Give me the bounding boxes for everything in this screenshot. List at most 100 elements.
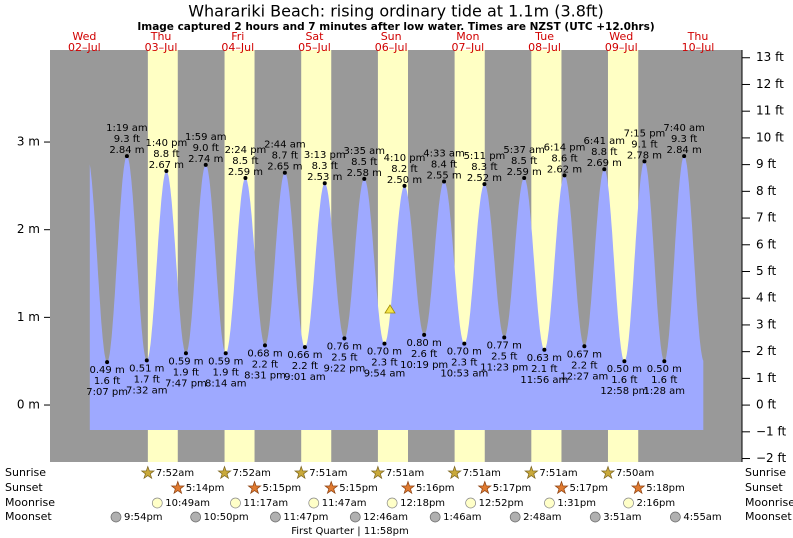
sunrise-time: 7:52am xyxy=(233,468,271,479)
tide-m: 0.70 m xyxy=(367,347,402,358)
tide-point xyxy=(442,179,447,184)
tide-time: 3:13 pm xyxy=(304,150,346,161)
moonset-time: 12:46am xyxy=(363,512,408,523)
tide-point xyxy=(203,162,208,167)
tide-ft: 9.1 ft xyxy=(631,139,657,150)
moonset-icon xyxy=(110,511,122,523)
tide-ft: 1.6 ft xyxy=(94,376,120,387)
y-tick-label: 2 m xyxy=(17,222,40,236)
row-label: Moonset xyxy=(5,510,52,523)
moonrise-icon xyxy=(230,497,241,509)
moonset-icon xyxy=(589,511,601,523)
y-tick-label: 3 m xyxy=(17,135,40,149)
chart-subtitle: Image captured 2 hours and 7 minutes aft… xyxy=(137,21,654,33)
moonrise-time: 11:47am xyxy=(322,498,367,509)
tide-ft: 1.6 ft xyxy=(651,375,677,386)
tide-time: 9:22 pm xyxy=(324,363,366,374)
moonset-icon xyxy=(270,511,281,523)
sunset-time: 5:14pm xyxy=(186,483,225,494)
y2-tick-label: 12 ft xyxy=(756,77,784,91)
day-name: Sun xyxy=(381,30,402,43)
tide-m: 0.68 m xyxy=(247,348,282,359)
tide-point xyxy=(382,341,387,346)
tide-m: 2.69 m xyxy=(587,158,622,169)
tide-m: 2.55 m xyxy=(426,170,461,181)
moonrise-time: 12:52pm xyxy=(479,498,524,509)
tide-ft: 9.0 ft xyxy=(193,143,219,154)
sunset-time: 5:15pm xyxy=(263,483,302,494)
sunrise-time: 7:52am xyxy=(156,468,194,479)
moonset-time: 11:47pm xyxy=(283,512,328,523)
tide-ft: 1.7 ft xyxy=(134,374,160,385)
moonrise-icon xyxy=(308,497,320,509)
tide-time: 1:40 pm xyxy=(146,138,188,149)
tide-point xyxy=(462,341,467,346)
sunset-icon xyxy=(400,480,416,495)
tide-ft: 8.7 ft xyxy=(272,151,298,162)
tide-time: 1:59 am xyxy=(185,132,227,143)
tide-time: 5:37 am xyxy=(503,145,545,156)
sunset-time: 5:16pm xyxy=(416,483,455,494)
tide-ft: 2.2 ft xyxy=(252,359,278,370)
tide-point xyxy=(582,344,587,349)
tide-m: 0.49 m xyxy=(90,365,125,376)
chart-title: Wharariki Beach: rising ordinary tide at… xyxy=(188,2,604,21)
tide-m: 2.58 m xyxy=(347,168,382,179)
tide-time: 11:23 pm xyxy=(480,363,528,374)
moonset-time: 1:46am xyxy=(443,512,481,523)
sunrise-icon xyxy=(370,465,386,480)
tide-time: 7:47 pm xyxy=(165,378,207,389)
tide-point xyxy=(164,168,169,173)
tide-ft: 9.3 ft xyxy=(114,134,140,145)
tide-layer: 0.49 m1.6 ft7:07 pm1:19 am9.3 ft2.84 m0.… xyxy=(86,123,705,430)
day-date: 08–Jul xyxy=(528,41,561,54)
sunset-time: 5:17pm xyxy=(493,483,532,494)
day-date: 09–Jul xyxy=(605,41,638,54)
tide-ft: 1.6 ft xyxy=(611,375,637,386)
tide-point xyxy=(322,181,327,186)
tide-ft: 8.5 ft xyxy=(232,156,258,167)
sunrise-icon xyxy=(600,465,616,480)
tide-m: 0.59 m xyxy=(168,356,203,367)
moonset-time: 2:48am xyxy=(523,512,561,523)
tide-m: 2.62 m xyxy=(547,164,582,175)
y2-tick-label: 6 ft xyxy=(756,237,776,251)
sunrise-icon xyxy=(140,465,156,480)
tide-point xyxy=(542,347,547,352)
tide-ft: 8.8 ft xyxy=(591,147,617,158)
day-name: Thu xyxy=(687,30,709,43)
tide-ft: 2.3 ft xyxy=(371,358,397,369)
tide-m: 2.52 m xyxy=(467,173,502,184)
sunrise-icon xyxy=(524,465,539,480)
moon-phase: First Quarter | 11:58pm xyxy=(291,526,409,537)
row-label: Moonrise xyxy=(5,496,55,509)
sunset-icon xyxy=(477,480,492,495)
tide-m: 0.66 m xyxy=(287,350,322,361)
tide-m: 0.70 m xyxy=(447,347,482,358)
tide-point xyxy=(243,175,248,180)
y2-tick-label: 3 ft xyxy=(756,317,776,331)
tide-point xyxy=(282,170,287,175)
tide-time: 2:44 am xyxy=(264,140,306,151)
row-label: Sunset xyxy=(745,481,783,494)
tide-time: 7:32 am xyxy=(126,385,168,396)
tide-time: 6:41 am xyxy=(584,136,626,147)
y2-tick-label: 10 ft xyxy=(756,130,784,144)
moonset-time: 10:50pm xyxy=(204,512,249,523)
tide-time: 6:14 pm xyxy=(544,142,586,153)
tide-m: 2.84 m xyxy=(667,145,702,156)
y-tick-label: 0 m xyxy=(17,398,40,412)
tide-ft: 8.6 ft xyxy=(551,153,577,164)
moonrise-icon xyxy=(386,497,398,509)
tide-time: 9:54 am xyxy=(364,369,406,380)
y2-tick-label: 5 ft xyxy=(756,264,776,278)
tide-time: 10:19 pm xyxy=(400,360,448,371)
tide-m: 2.65 m xyxy=(267,162,302,173)
y2-tick-label: 7 ft xyxy=(756,211,776,225)
tide-time: 9:01 am xyxy=(284,372,326,383)
tide-time: 12:27 am xyxy=(560,371,608,382)
tide-m: 0.67 m xyxy=(567,349,602,360)
day-name: Wed xyxy=(72,30,96,43)
tide-ft: 8.3 ft xyxy=(312,161,338,172)
